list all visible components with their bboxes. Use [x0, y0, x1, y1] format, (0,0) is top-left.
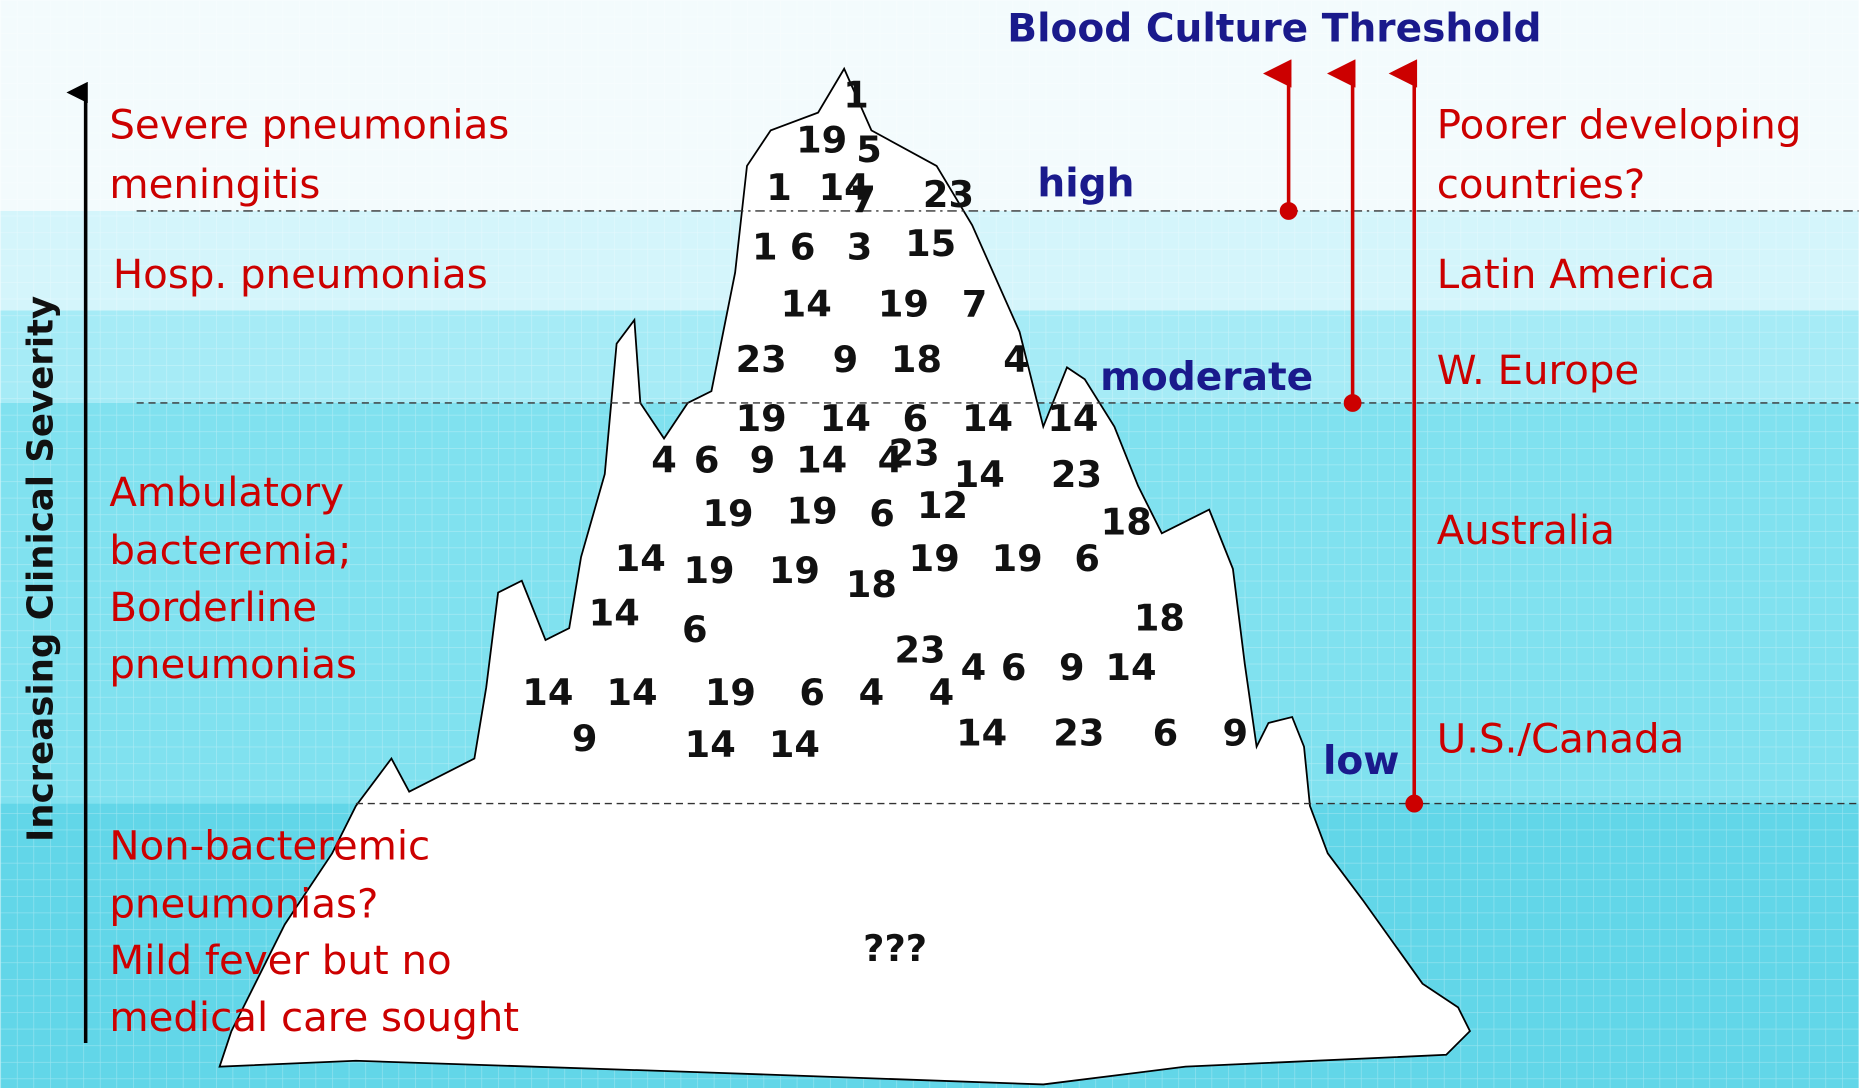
serotype: 9: [1222, 711, 1248, 754]
serotype: 1: [843, 74, 869, 117]
severity-label: pneumonias?: [109, 880, 378, 927]
threshold-label: high: [1037, 162, 1134, 207]
serotype: 9: [1059, 646, 1085, 689]
severity-label: Ambulatory: [109, 469, 344, 516]
serotype: 23: [1051, 453, 1102, 496]
severity-label: Borderline: [109, 584, 317, 631]
serotype: 6: [869, 492, 895, 535]
serotype: 19: [796, 119, 847, 162]
serotype: 18: [1101, 500, 1152, 543]
region-label: W. Europe: [1437, 347, 1639, 394]
serotype: 18: [1134, 596, 1185, 639]
serotype: 6: [1074, 537, 1100, 580]
serotype: 23: [736, 338, 787, 381]
threshold-label: low: [1323, 739, 1399, 784]
severity-label: bacteremia;: [109, 527, 351, 574]
serotype: 14: [956, 711, 1007, 754]
severity-label: Hosp. pneumonias: [113, 251, 488, 298]
serotype: 14: [781, 282, 832, 325]
serotype: 14: [796, 439, 847, 482]
serotype: 9: [572, 717, 598, 760]
serotype: 23: [894, 628, 945, 671]
serotype: 6: [694, 439, 720, 482]
serotype: 18: [891, 338, 942, 381]
region-label: Latin America: [1437, 251, 1716, 298]
region-label: countries?: [1437, 161, 1646, 208]
diagram: Increasing Clinical Severity Blood Cultu…: [0, 0, 1859, 1088]
serotype: 3: [847, 225, 873, 268]
serotype: 14: [685, 723, 736, 766]
serotype: 4: [1003, 338, 1029, 381]
serotype: 6: [682, 608, 708, 651]
serotype: 19: [787, 490, 838, 533]
serotype: 5: [856, 128, 882, 171]
severity-label: meningitis: [109, 161, 320, 208]
serotype: 18: [846, 563, 897, 606]
unknown-label: ???: [863, 927, 927, 970]
serotype: 9: [750, 439, 776, 482]
serotype: 4: [859, 671, 885, 714]
serotype: 12: [917, 484, 968, 527]
serotype: 14: [1047, 397, 1098, 440]
severity-label: Mild fever but no: [109, 937, 451, 984]
threshold-label: moderate: [1100, 355, 1313, 400]
serotype: 14: [1105, 646, 1156, 689]
axis-label: Increasing Clinical Severity: [20, 296, 61, 842]
serotype: 23: [923, 173, 974, 216]
region-label: Poorer developing: [1437, 102, 1802, 149]
region-label: U.S./Canada: [1437, 716, 1685, 763]
serotype: 23: [1053, 711, 1104, 754]
serotype: 14: [606, 671, 657, 714]
serotype: 19: [878, 282, 929, 325]
serotype: 19: [992, 537, 1043, 580]
severity-label: Non-bacteremic: [109, 822, 430, 869]
serotype: 7: [962, 282, 988, 325]
serotype: 1: [766, 166, 792, 209]
serotype: 1: [752, 225, 778, 268]
serotype: 14: [522, 671, 573, 714]
serotype: 6: [1153, 711, 1179, 754]
region-label: Australia: [1437, 507, 1615, 554]
serotype: 23: [889, 432, 940, 475]
severity-label: Severe pneumonias: [109, 102, 509, 149]
serotype: 19: [769, 549, 820, 592]
serotype: 14: [589, 592, 640, 635]
serotype: 15: [905, 222, 956, 265]
serotype: 14: [769, 723, 820, 766]
severity-label: pneumonias: [109, 641, 357, 688]
serotype: 6: [1001, 646, 1027, 689]
serotype: 6: [790, 225, 816, 268]
serotype: 14: [615, 537, 666, 580]
serotype: 19: [909, 537, 960, 580]
page: Increasing Clinical Severity Blood Cultu…: [0, 0, 1859, 1088]
serotype: 4: [651, 439, 677, 482]
serotype: 4: [961, 646, 987, 689]
serotype: 19: [736, 397, 787, 440]
serotype: 4: [929, 671, 955, 714]
title: Blood Culture Threshold: [1007, 6, 1541, 51]
serotype: 7: [850, 178, 876, 221]
serotype: 6: [799, 671, 825, 714]
severity-label: medical care sought: [109, 994, 519, 1041]
serotype: 19: [702, 492, 753, 535]
serotype: 19: [705, 671, 756, 714]
serotype: 14: [820, 397, 871, 440]
serotype: 19: [683, 549, 734, 592]
serotype: 9: [833, 338, 859, 381]
serotype: 14: [962, 397, 1013, 440]
